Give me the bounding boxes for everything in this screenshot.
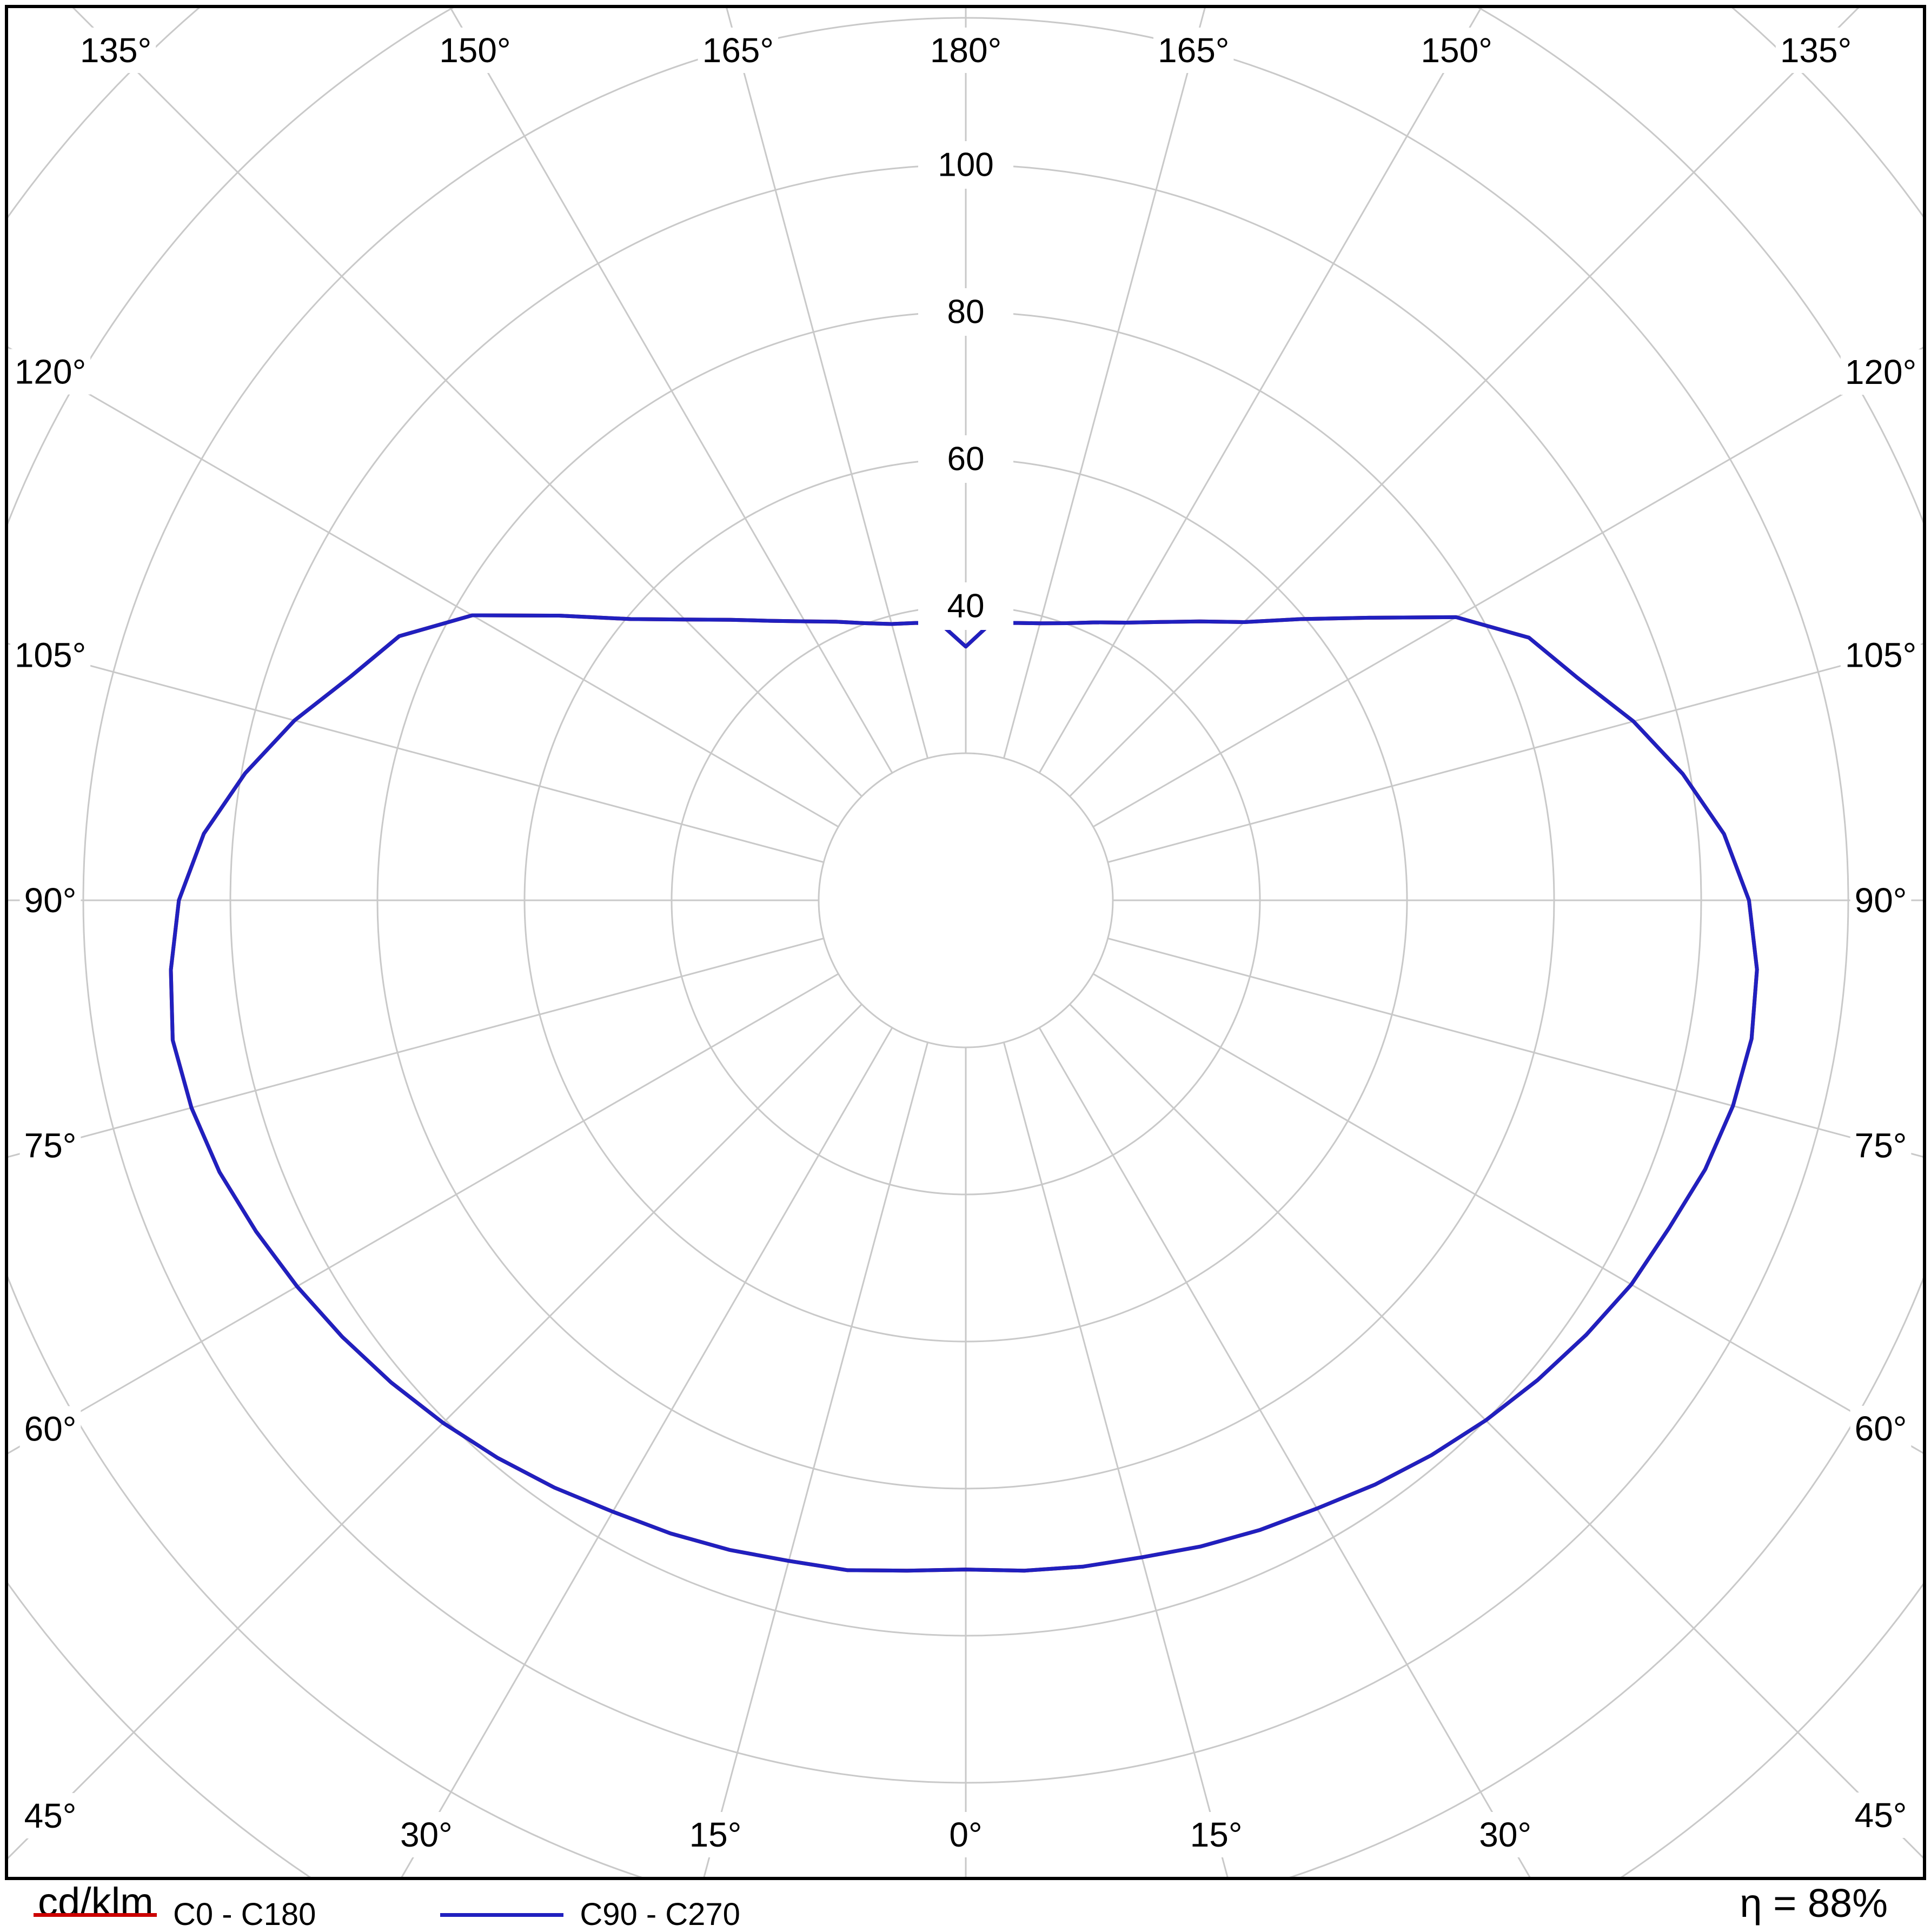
angle-label-bg — [1840, 349, 1921, 395]
angle-label-bg — [10, 349, 91, 395]
grid-spoke — [1092, 973, 1923, 1454]
grid-spoke — [726, 8, 929, 759]
curves — [169, 613, 1759, 1573]
angle-label: 120° — [15, 353, 86, 391]
radial-label-bg — [918, 288, 1013, 336]
grid-spoke — [1069, 1004, 1923, 1859]
angle-label: 180° — [930, 31, 1001, 70]
grid-spoke — [401, 1027, 893, 1877]
grid-spoke — [449, 8, 893, 774]
angle-label-bg — [698, 28, 778, 73]
radial-tick-label: 60 — [947, 441, 985, 478]
legend-line-c90-c270 — [440, 1913, 564, 1917]
angle-label-bg — [19, 1406, 81, 1452]
curve-C90-C270 — [169, 613, 1759, 1573]
angle-label: 120° — [1845, 353, 1916, 391]
angle-label: 30° — [1479, 1815, 1531, 1854]
grid-spoke — [1092, 347, 1923, 828]
legend: C0 - C180 C90 - C270 — [34, 1899, 865, 1930]
angle-label-bg — [19, 1793, 81, 1838]
angle-label-bg — [1840, 632, 1921, 678]
angle-label-bg — [19, 1123, 81, 1169]
angle-label: 45° — [1855, 1796, 1907, 1835]
angle-label: 90° — [1855, 881, 1907, 920]
angle-label: 45° — [24, 1796, 77, 1835]
curve-C0-C180 — [169, 613, 1759, 1573]
angle-label-bg — [75, 28, 156, 73]
angle-label: 135° — [1780, 31, 1852, 70]
angle-label-bg — [1416, 28, 1497, 73]
grid-spoke — [8, 642, 824, 864]
grid-spoke — [703, 1042, 929, 1877]
angle-label: 60° — [24, 1409, 77, 1448]
angle-label: 105° — [1845, 636, 1916, 675]
angle-label: 150° — [1421, 31, 1492, 70]
angle-label: 150° — [439, 31, 510, 70]
legend-label-c0-c180: C0 - C180 — [173, 1897, 316, 1932]
angle-label: 165° — [1158, 31, 1229, 70]
plot-frame — [5, 5, 1926, 1880]
angle-label-bg — [1850, 1123, 1912, 1169]
angle-label-bg — [1850, 1405, 1912, 1451]
angle-label-bg — [1153, 28, 1234, 73]
angle-label-bg — [925, 28, 1006, 73]
angle-label-bg — [10, 632, 91, 678]
grid-spoke — [1107, 937, 1923, 1158]
angle-label: 90° — [24, 881, 77, 920]
legend-label-c90-c270: C90 - C270 — [580, 1897, 740, 1932]
radial-label-bg — [918, 141, 1013, 189]
angle-label-bg — [945, 1812, 987, 1857]
angle-label-bg — [1185, 1812, 1247, 1857]
angle-label: 60° — [1855, 1409, 1907, 1448]
angle-label-bg — [435, 28, 515, 73]
angle-label-bg — [1850, 878, 1912, 923]
angle-label-bg — [685, 1812, 746, 1857]
grid-spoke — [1038, 1027, 1531, 1877]
angle-label-bg — [19, 878, 81, 923]
legend-line-c0-c180 — [34, 1913, 157, 1917]
radial-tick-label: 40 — [947, 588, 985, 625]
grid-spoke — [8, 937, 824, 1158]
radial-tick-label: 100 — [938, 147, 993, 184]
angle-label: 30° — [400, 1815, 453, 1854]
grid-spoke — [1003, 1042, 1229, 1877]
angle-label: 15° — [1190, 1815, 1243, 1854]
angle-label: 15° — [689, 1815, 742, 1854]
grid-spoke — [8, 1004, 862, 1860]
grid-spoke — [1107, 643, 1923, 864]
angle-label-bg — [1850, 1792, 1912, 1838]
radial-label-bg — [918, 582, 1013, 630]
angle-label: 105° — [15, 635, 86, 674]
radial-tick-label: 80 — [947, 294, 985, 331]
efficiency-label: η = 88% — [1740, 1881, 1888, 1926]
angle-label: 75° — [24, 1126, 77, 1165]
angle-label-bg — [1775, 28, 1856, 73]
angle-label: 0° — [949, 1815, 982, 1854]
grid-spoke — [8, 973, 839, 1455]
grid-spoke — [1038, 8, 1482, 774]
radial-label-bg — [918, 435, 1013, 483]
angle-label: 75° — [1855, 1126, 1907, 1165]
grid-ring — [818, 752, 1114, 1048]
angle-label-bg — [1475, 1812, 1536, 1857]
angle-label-bg — [395, 1812, 457, 1857]
angle-label: 165° — [702, 31, 774, 70]
legend-item-c0-c180: C0 - C180 — [34, 1899, 316, 1930]
legend-item-c90-c270: C90 - C270 — [440, 1899, 740, 1930]
grid-spoke — [1003, 8, 1206, 759]
grid-spoke — [8, 346, 839, 828]
angle-label: 135° — [80, 31, 151, 70]
